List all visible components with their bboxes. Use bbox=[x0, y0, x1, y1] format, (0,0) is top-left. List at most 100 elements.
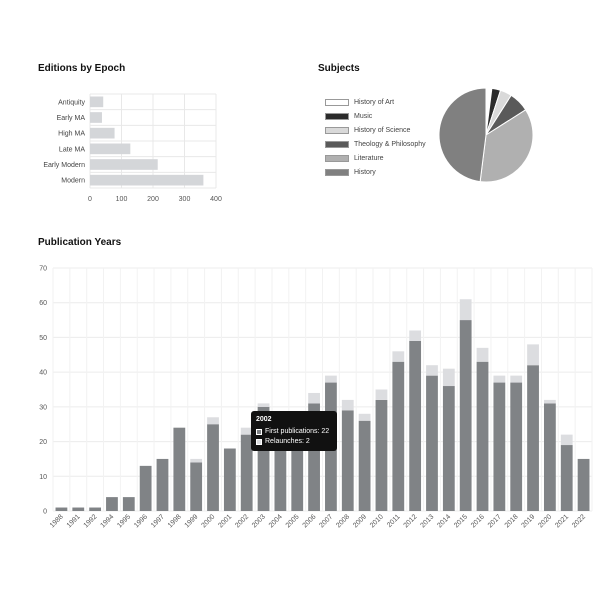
first-publications-bar bbox=[106, 497, 118, 511]
epoch-x-tick-label: 200 bbox=[147, 196, 159, 203]
years-x-tick-label: 2002 bbox=[234, 513, 250, 529]
subjects-chart-title: Subjects bbox=[318, 63, 360, 74]
epoch-bar bbox=[90, 127, 115, 139]
first-publications-bar bbox=[358, 420, 371, 511]
legend-label: History of Art bbox=[354, 98, 395, 106]
years-x-tick-label: 2010 bbox=[369, 513, 385, 529]
years-x-tick-label: 2009 bbox=[352, 513, 368, 529]
years-x-tick-label: 2012 bbox=[403, 513, 419, 529]
years-x-tick-label: 1998 bbox=[167, 513, 183, 529]
first-publications-bar bbox=[308, 403, 320, 511]
relaunches-bar bbox=[527, 344, 539, 366]
legend-item: History of Art bbox=[325, 95, 426, 109]
first-publications-bar bbox=[560, 445, 573, 511]
epoch-category-label: Late MA bbox=[59, 146, 85, 153]
first-publications-bar bbox=[291, 441, 304, 511]
legend-swatch bbox=[325, 168, 349, 176]
first-publications-bar bbox=[409, 340, 422, 511]
first-publications-bar bbox=[274, 424, 287, 511]
first-publications-bar bbox=[476, 361, 489, 511]
relaunches-bar bbox=[543, 399, 556, 404]
relaunches-bar bbox=[510, 375, 523, 383]
first-publications-bar bbox=[543, 403, 556, 511]
relaunches-bar bbox=[240, 427, 253, 435]
years-x-tick-label: 2016 bbox=[470, 513, 486, 529]
relaunches-bar bbox=[341, 399, 354, 411]
relaunches-bar bbox=[358, 413, 371, 421]
years-y-tick-label: 40 bbox=[39, 370, 47, 377]
first-publications-bar bbox=[240, 434, 253, 511]
first-publications-bar bbox=[493, 382, 506, 511]
epoch-bar bbox=[90, 96, 104, 108]
years-y-tick-label: 0 bbox=[43, 509, 47, 516]
relaunches-bar bbox=[476, 347, 489, 362]
years-x-tick-label: 2011 bbox=[386, 513, 402, 529]
years-x-tick-label: 2015 bbox=[453, 513, 469, 529]
legend-item: Music bbox=[325, 109, 426, 123]
legend-item: History bbox=[325, 165, 426, 179]
first-publications-bar bbox=[375, 399, 388, 511]
first-publications-bar bbox=[122, 497, 135, 511]
epoch-category-label: Modern bbox=[61, 178, 85, 185]
first-publications-bar bbox=[223, 448, 236, 511]
legend-swatch bbox=[325, 98, 349, 106]
epoch-category-label: Early Modern bbox=[43, 162, 85, 169]
epoch-x-tick-label: 400 bbox=[210, 196, 222, 203]
first-publications-bar bbox=[89, 507, 102, 511]
legend-swatch bbox=[325, 140, 349, 148]
first-publications-bar bbox=[190, 462, 203, 511]
years-y-tick-label: 20 bbox=[39, 439, 47, 446]
relaunches-bar bbox=[325, 375, 337, 383]
years-x-tick-label: 1994 bbox=[99, 513, 115, 529]
relaunches-bar bbox=[308, 392, 320, 404]
tooltip-label-relaunch: Relaunches: 2 bbox=[265, 438, 310, 445]
years-x-tick-label: 2004 bbox=[268, 513, 284, 529]
years-x-tick-label: 1991 bbox=[66, 513, 82, 529]
legend-swatch bbox=[325, 154, 349, 162]
bar-tooltip: 2002 First publications: 22 Relaunches: … bbox=[251, 411, 337, 451]
first-publications-bar bbox=[257, 406, 270, 511]
legend-item: Literature bbox=[325, 151, 426, 165]
legend-swatch bbox=[325, 126, 349, 134]
years-y-tick-label: 70 bbox=[39, 266, 47, 273]
years-x-tick-label: 1999 bbox=[184, 513, 200, 529]
years-x-tick-label: 2005 bbox=[285, 513, 301, 529]
years-x-tick-label: 2001 bbox=[217, 513, 233, 529]
legend-item: History of Science bbox=[325, 123, 426, 137]
legend-item: Theology & Philosophy bbox=[325, 137, 426, 151]
years-x-tick-label: 2022 bbox=[571, 513, 587, 529]
first-publications-bar bbox=[510, 382, 523, 511]
years-x-tick-label: 2021 bbox=[554, 513, 570, 529]
years-x-tick-label: 1996 bbox=[133, 513, 149, 529]
relaunches-bar bbox=[409, 330, 422, 341]
epoch-category-label: High MA bbox=[58, 131, 85, 138]
years-x-tick-label: 1997 bbox=[150, 513, 166, 529]
relaunches-bar bbox=[207, 417, 219, 425]
years-x-tick-label: 2017 bbox=[487, 513, 503, 529]
epoch-category-label: Early MA bbox=[57, 115, 86, 122]
subjects-legend: History of Art Music History of Science The… bbox=[325, 95, 426, 179]
relaunches-bar bbox=[442, 368, 455, 387]
relaunches-bar bbox=[459, 299, 472, 321]
relaunches-bar bbox=[392, 351, 405, 362]
first-publications-bar bbox=[173, 427, 186, 511]
epoch-bar bbox=[90, 143, 131, 155]
years-x-tick-label: 1988 bbox=[49, 513, 65, 529]
years-x-tick-label: 2007 bbox=[318, 513, 334, 529]
first-publications-bar bbox=[139, 465, 152, 511]
epoch-bar bbox=[90, 112, 102, 123]
legend-label: Theology & Philosophy bbox=[354, 140, 426, 148]
years-y-tick-label: 30 bbox=[39, 404, 47, 411]
first-publications-bar bbox=[459, 320, 472, 511]
years-x-tick-label: 1995 bbox=[116, 513, 132, 529]
legend-label: History of Science bbox=[354, 126, 411, 134]
tooltip-row-relaunch: Relaunches: 2 bbox=[256, 438, 310, 445]
years-y-tick-label: 50 bbox=[39, 335, 47, 342]
pie-slice bbox=[479, 109, 534, 183]
years-x-tick-label: 2019 bbox=[520, 513, 536, 529]
first-publications-bar bbox=[72, 507, 85, 511]
first-publications-bar bbox=[392, 361, 405, 511]
relaunches-bar bbox=[426, 365, 438, 376]
